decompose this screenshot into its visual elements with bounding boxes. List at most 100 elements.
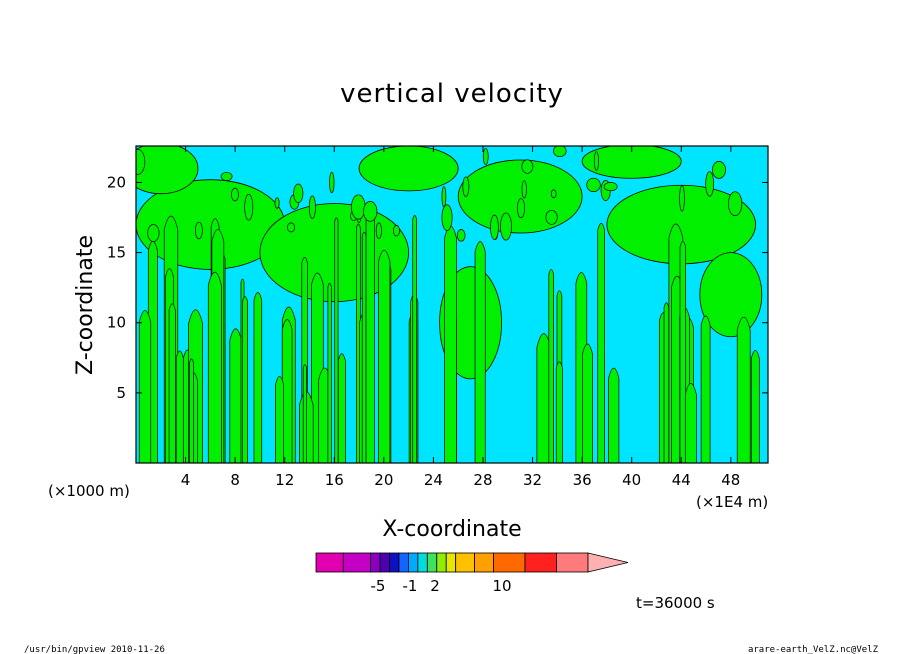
- positive-streak: [365, 211, 375, 463]
- positive-cell: [194, 221, 203, 240]
- x-ticks: 4 8 12 16 20 24 28 32 36 40 44 48: [181, 146, 740, 489]
- colorbar-segment: [493, 552, 526, 573]
- positive-streak: [361, 231, 367, 463]
- positive-cell: [220, 171, 233, 181]
- colorbar-segment: [408, 552, 419, 573]
- positive-region: [136, 146, 199, 195]
- x-tick-label: 44: [672, 471, 691, 489]
- colorbar-segment: [389, 552, 400, 573]
- positive-cell: [147, 224, 160, 242]
- positive-streak: [750, 350, 760, 463]
- positive-streak: [253, 292, 263, 463]
- positive-streak: [334, 217, 339, 463]
- colorbar-tick-label: 10: [492, 577, 511, 595]
- positive-cell: [490, 214, 499, 240]
- chart-title: vertical velocity: [340, 79, 564, 109]
- y-tick-label: 20: [107, 173, 126, 191]
- colorbar-segment: [342, 552, 372, 573]
- positive-streak: [189, 358, 194, 463]
- positive-streak: [229, 328, 242, 463]
- positive-cell: [545, 209, 558, 225]
- positive-cell: [462, 176, 470, 197]
- x-tick-label: 40: [622, 471, 641, 489]
- positive-streak: [548, 269, 554, 463]
- positive-streak: [444, 225, 457, 463]
- positive-cell: [351, 194, 366, 220]
- positive-streak: [302, 364, 307, 463]
- positive-streak: [412, 215, 418, 463]
- y-tick-label: 5: [116, 384, 126, 402]
- positive-streak: [679, 241, 687, 463]
- positive-streak: [378, 249, 391, 463]
- positive-cell: [231, 187, 239, 202]
- x-axis-label: X-coordinate: [382, 517, 521, 542]
- positive-region: [358, 146, 459, 192]
- footer-right: arare-earth_VelZ.nc@VelZ: [748, 645, 879, 654]
- colorbar-tick-label: -1: [403, 577, 418, 595]
- positive-streak: [608, 367, 620, 463]
- positive-cell: [136, 149, 146, 175]
- positive-streak: [168, 303, 176, 463]
- x-axis-unit-right: (×1E4 m): [696, 493, 768, 511]
- positive-streak: [684, 383, 697, 463]
- colorbar-segment: [524, 552, 557, 573]
- x-tick-label: 32: [523, 471, 542, 489]
- x-tick-label: 20: [374, 471, 393, 489]
- x-tick-label: 48: [721, 471, 740, 489]
- time-label: t=36000 s: [636, 594, 715, 612]
- positive-cell: [593, 151, 599, 171]
- colorbar-tick-labels: -5 -1 2 10: [371, 577, 512, 595]
- positive-cell: [308, 195, 316, 219]
- positive-streak: [138, 310, 152, 463]
- x-axis-unit-left: (×1000 m): [48, 482, 130, 500]
- positive-streak: [700, 315, 711, 463]
- x-tick-label: 4: [181, 471, 191, 489]
- x-tick-label: 8: [230, 471, 240, 489]
- x-tick-label: 36: [573, 471, 592, 489]
- colorbar-segment: [426, 552, 438, 573]
- colorbar-segment: [315, 552, 344, 573]
- positive-cell: [553, 146, 567, 157]
- positive-cell: [705, 171, 714, 197]
- positive-cell: [521, 159, 534, 174]
- colorbar-segment: [455, 552, 475, 573]
- x-tick-label: 16: [325, 471, 344, 489]
- x-tick-label: 24: [424, 471, 443, 489]
- colorbar-segment: [417, 552, 428, 573]
- positive-streak: [337, 353, 346, 463]
- positive-cell: [441, 204, 453, 231]
- colorbar: [315, 552, 629, 573]
- positive-cell: [456, 229, 466, 242]
- colorbar-tick-label: -5: [371, 577, 386, 595]
- positive-region: [581, 146, 682, 179]
- velocity-field: [136, 146, 763, 463]
- positive-cell: [603, 182, 618, 192]
- positive-streak: [281, 319, 293, 463]
- positive-cell: [244, 193, 254, 221]
- colorbar-tick-label: 2: [430, 577, 440, 595]
- colorbar-segment: [370, 552, 381, 573]
- x-tick-label: 12: [275, 471, 294, 489]
- positive-streak: [207, 271, 222, 463]
- colorbar-segment: [398, 552, 409, 573]
- positive-cell: [728, 191, 743, 217]
- positive-cell: [550, 189, 557, 199]
- positive-cell: [363, 201, 378, 222]
- plot-frame: [135, 145, 769, 464]
- y-tick-label: 15: [107, 244, 126, 262]
- colorbar-segment: [445, 552, 457, 573]
- positive-streak: [582, 343, 593, 463]
- positive-cell: [679, 185, 685, 212]
- footer-left: /usr/bin/gpview 2010-11-26: [24, 645, 165, 654]
- positive-cell: [516, 198, 526, 219]
- colorbar-extension: [587, 552, 629, 573]
- positive-streak: [663, 302, 670, 463]
- positive-cell: [441, 186, 447, 208]
- positive-cell: [712, 160, 726, 179]
- positive-cell: [287, 222, 296, 233]
- positive-streak: [327, 283, 332, 463]
- positive-cell: [329, 171, 335, 194]
- positive-cell: [293, 183, 304, 203]
